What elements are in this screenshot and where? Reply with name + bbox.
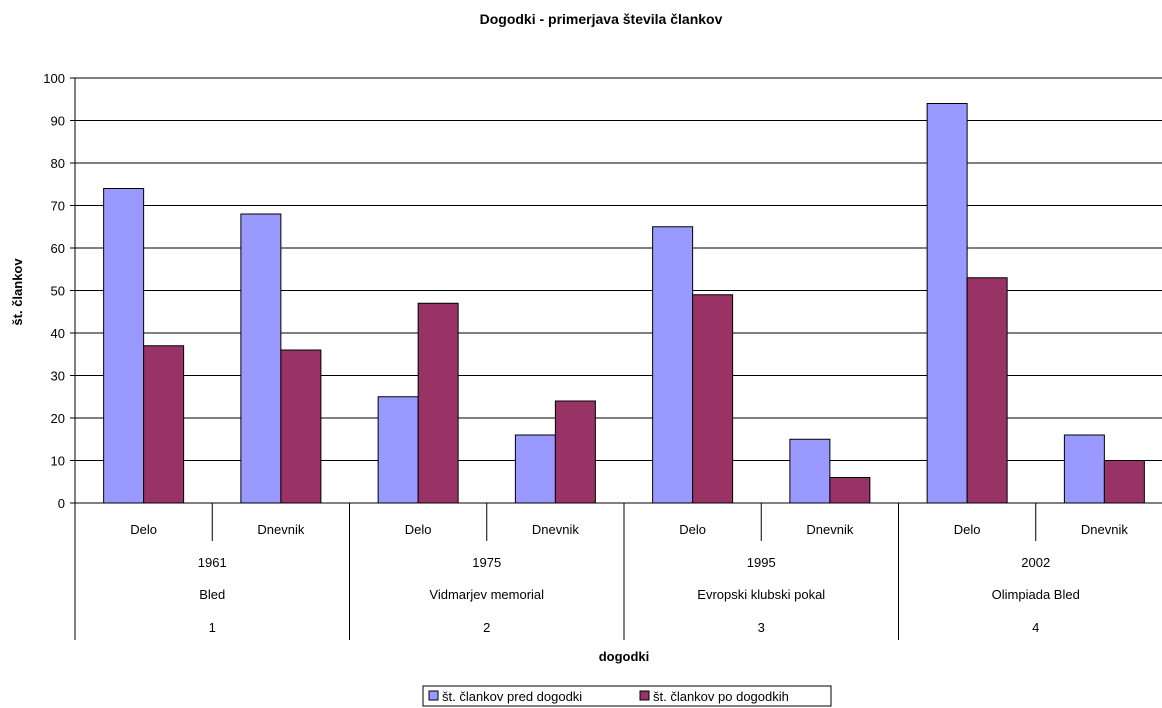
bar bbox=[143, 345, 185, 504]
bar bbox=[554, 400, 596, 504]
legend-swatch bbox=[639, 690, 650, 701]
bar bbox=[280, 349, 322, 504]
x-tick-label: Delo bbox=[130, 522, 157, 537]
group-year-label: 1975 bbox=[472, 555, 501, 570]
x-tick-label: Dnevnik bbox=[1081, 522, 1128, 537]
bar bbox=[1063, 434, 1105, 504]
x-tick-label: Dnevnik bbox=[532, 522, 579, 537]
x-axis-labels: Delo Dnevnik Delo Dnevnik Delo Dnevnik Delo Dne… bbox=[130, 522, 1128, 635]
y-tick-label: 60 bbox=[51, 241, 65, 256]
y-tick-label: 50 bbox=[51, 284, 65, 299]
bar bbox=[417, 302, 459, 504]
bar bbox=[240, 213, 282, 504]
bar bbox=[1103, 460, 1145, 504]
bar bbox=[377, 396, 419, 504]
bar bbox=[966, 277, 1008, 504]
y-tick-label: 20 bbox=[51, 411, 65, 426]
y-tick-label: 90 bbox=[51, 114, 65, 129]
y-tick-label: 10 bbox=[51, 454, 65, 469]
bar bbox=[103, 188, 145, 504]
group-event-label: Bled bbox=[199, 587, 225, 602]
bar bbox=[514, 434, 556, 504]
y-tick-label: 40 bbox=[51, 326, 65, 341]
x-axis-label: dogodki bbox=[599, 649, 650, 664]
legend-label: št. člankov po dogodkih bbox=[653, 689, 789, 704]
bar bbox=[692, 294, 734, 504]
group-year-label: 2002 bbox=[1021, 555, 1050, 570]
legend-box bbox=[422, 685, 832, 707]
group-number-label: 3 bbox=[758, 620, 765, 635]
group-year-label: 1995 bbox=[747, 555, 776, 570]
bar bbox=[926, 103, 968, 504]
x-tick-label: Delo bbox=[405, 522, 432, 537]
group-number-label: 2 bbox=[483, 620, 490, 635]
bar bbox=[789, 438, 831, 504]
x-tick-label: Delo bbox=[954, 522, 981, 537]
bars bbox=[103, 103, 1145, 504]
y-axis-ticks: 0 10 20 30 40 50 60 70 80 90 100 bbox=[43, 71, 75, 511]
x-tick-label: Delo bbox=[679, 522, 706, 537]
y-tick-label: 100 bbox=[43, 71, 65, 86]
group-year-label: 1961 bbox=[198, 555, 227, 570]
bar bbox=[829, 477, 871, 504]
legend-label: št. člankov pred dogodki bbox=[442, 689, 582, 704]
y-tick-label: 30 bbox=[51, 369, 65, 384]
group-number-label: 4 bbox=[1032, 620, 1039, 635]
x-tick-label: Dnevnik bbox=[806, 522, 853, 537]
group-event-label: Olimpiada Bled bbox=[992, 587, 1080, 602]
group-number-label: 1 bbox=[209, 620, 216, 635]
axes bbox=[74, 78, 1162, 640]
group-event-label: Evropski klubski pokal bbox=[697, 587, 825, 602]
bar bbox=[652, 226, 694, 504]
group-event-label: Vidmarjev memorial bbox=[429, 587, 544, 602]
x-tick-label: Dnevnik bbox=[257, 522, 304, 537]
y-tick-label: 0 bbox=[58, 496, 65, 511]
y-tick-label: 70 bbox=[51, 199, 65, 214]
chart-title: Dogodki - primerjava števila člankov bbox=[480, 11, 723, 27]
y-tick-label: 80 bbox=[51, 156, 65, 171]
y-axis-label: št. člankov bbox=[10, 258, 25, 326]
legend: št. člankov pred dogodki št. člankov po d… bbox=[422, 685, 832, 707]
legend-swatch bbox=[428, 690, 439, 701]
